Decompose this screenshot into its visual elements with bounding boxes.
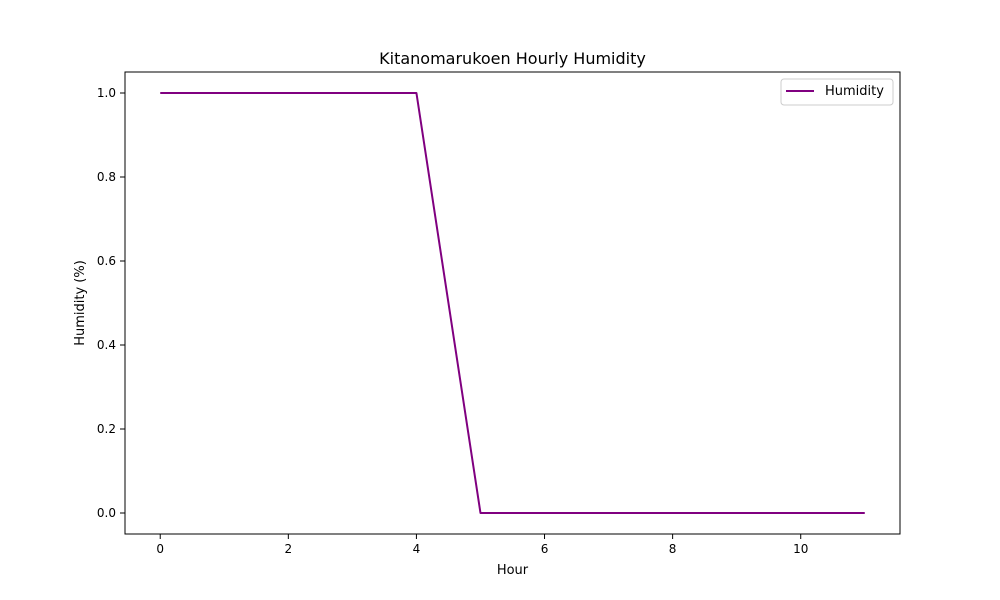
y-axis-label: Humidity (%) — [73, 260, 88, 346]
y-tick-label: 0.4 — [97, 338, 116, 352]
x-tick-label: 10 — [793, 542, 808, 556]
x-tick-label: 6 — [541, 542, 549, 556]
y-tick-label: 1.0 — [97, 86, 116, 100]
y-axis-ticks: 0.0 0.2 0.4 0.6 0.8 1.0 — [97, 86, 125, 520]
plot-frame — [124, 71, 901, 535]
chart-title: Kitanomarukoen Hourly Humidity — [379, 49, 646, 68]
legend-box — [780, 78, 894, 106]
x-tick-label: 2 — [285, 542, 293, 556]
x-tick-label: 4 — [413, 542, 421, 556]
plot-area: 0 2 4 6 8 10 0.0 0.2 0.4 0.6 0.8 1.0 — [97, 71, 901, 556]
y-tick-label: 0.2 — [97, 422, 116, 436]
x-axis-label: Hour — [497, 563, 529, 578]
series-line-humidity — [160, 92, 865, 514]
series-layer — [160, 92, 865, 514]
x-tick-label: 8 — [669, 542, 677, 556]
y-tick-label: 0.6 — [97, 254, 116, 268]
legend: Humidity — [780, 78, 894, 106]
y-tick-label: 0.8 — [97, 170, 116, 184]
x-tick-label: 0 — [156, 542, 164, 556]
legend-label: Humidity — [825, 84, 884, 99]
y-tick-label: 0.0 — [97, 506, 116, 520]
x-axis-ticks: 0 2 4 6 8 10 — [156, 534, 808, 556]
